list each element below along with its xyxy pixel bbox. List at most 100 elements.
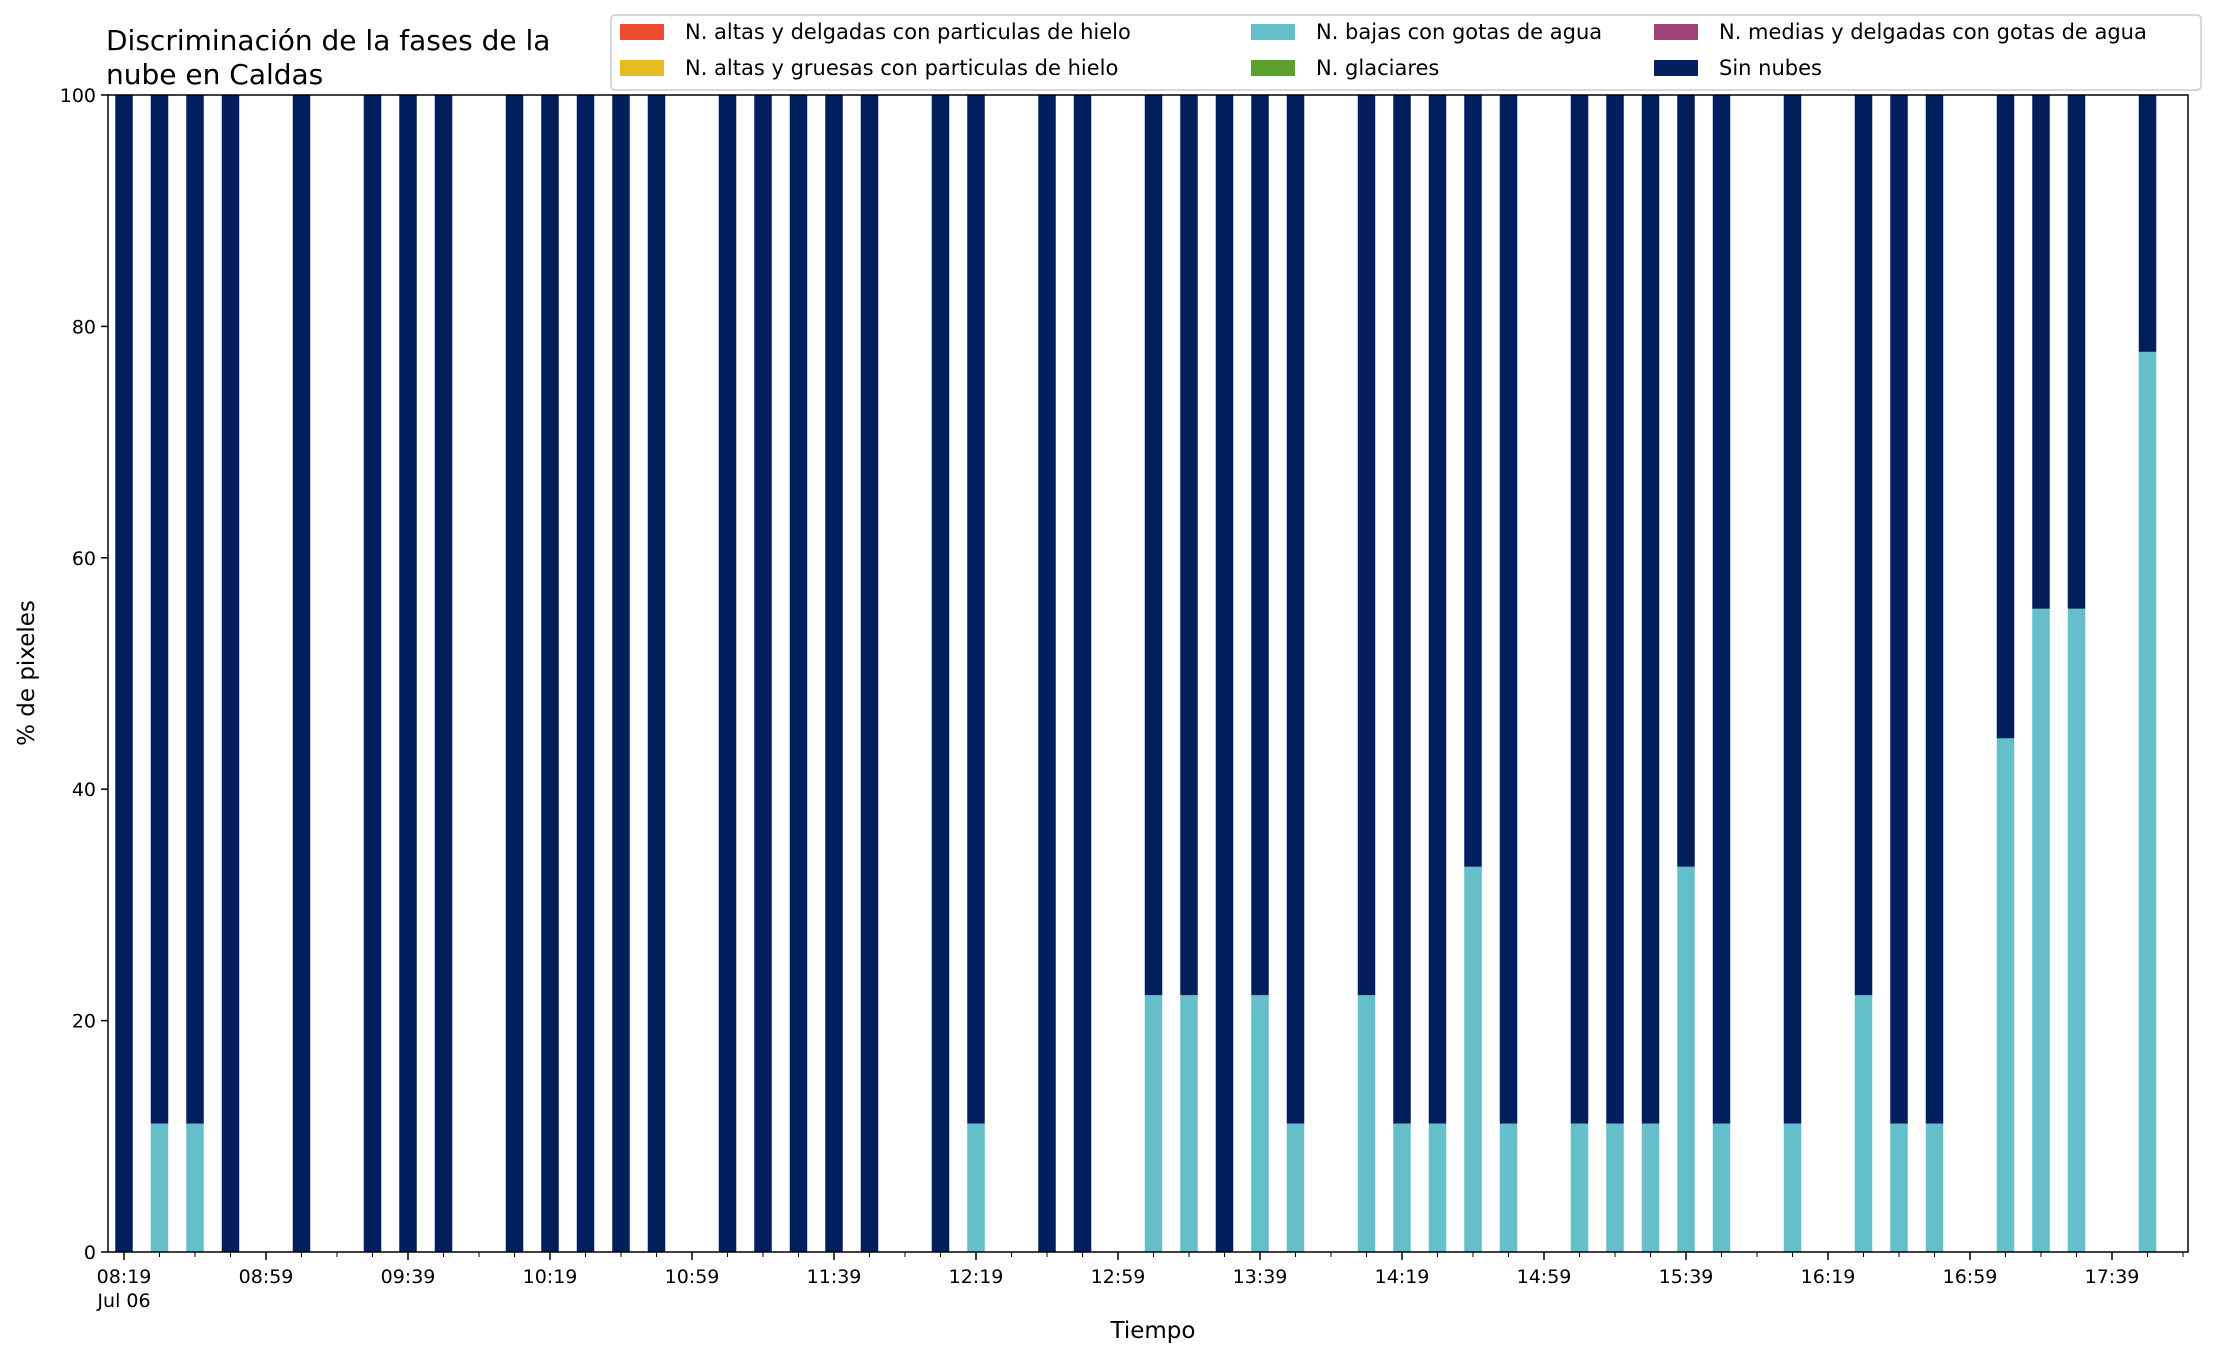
bar-segment-1419-s2 <box>1393 1123 1411 1252</box>
y-tick-label-60: 60 <box>72 548 96 570</box>
plot-frame <box>107 94 2189 1253</box>
bar-segment-1709-s2 <box>1996 738 2015 1252</box>
bar-segment-1409-s5 <box>1357 95 1376 996</box>
bar-segment-0829-s2 <box>150 1123 169 1252</box>
bar-segment-1629-s5 <box>1854 95 1873 996</box>
bar-segment-1729-s2 <box>2067 608 2086 1252</box>
y-tick-label-80: 80 <box>72 316 96 338</box>
bar-segment-1639-s2 <box>1890 1123 1908 1252</box>
legend-swatch-0 <box>620 24 664 40</box>
x-tick-label-1219: 12:19 <box>949 1266 1004 1288</box>
bar-segment-0929-s5 <box>363 95 382 1252</box>
bar-segment-1409-s2 <box>1357 995 1376 1252</box>
bar-segment-0909-s5 <box>292 95 311 1252</box>
bar-segment-0839-s2 <box>186 1123 204 1252</box>
bar-segment-1549-s5 <box>1712 95 1731 1124</box>
x-tick-label-1339: 13:39 <box>1233 1266 1288 1288</box>
bar-segment-1219-s2 <box>967 1123 985 1252</box>
legend-swatch-1 <box>620 60 664 76</box>
legend: N. altas y delgadas con particulas de hi… <box>610 14 2202 91</box>
y-tick-label-20: 20 <box>72 1011 96 1033</box>
x-tick-label-1459: 14:59 <box>1517 1266 1572 1288</box>
y-tick-label-40: 40 <box>72 779 96 801</box>
bar-segment-1119-s5 <box>754 95 772 1252</box>
bar-segment-1109-s5 <box>718 95 737 1252</box>
x-tick-label-0859: 08:59 <box>239 1266 294 1288</box>
bar-segment-1509-s2 <box>1570 1123 1589 1252</box>
bar-segment-1319-s2 <box>1180 995 1198 1252</box>
bar-segment-1439-s2 <box>1464 866 1482 1252</box>
bar-segment-1239-s5 <box>1038 95 1056 1252</box>
x-tick-label-1619: 16:19 <box>1801 1266 1856 1288</box>
bar-segment-1339-s2 <box>1251 995 1269 1252</box>
legend-label-1: N. altas y gruesas con particulas de hie… <box>685 56 1118 80</box>
chart-title-line-1: Discriminación de la fases de la <box>106 24 550 57</box>
bar-segment-1549-s2 <box>1712 1123 1731 1252</box>
bar-segment-1719-s5 <box>2032 95 2050 609</box>
bar-segment-1529-s2 <box>1641 1123 1660 1252</box>
legend-swatch-4 <box>1654 24 1698 40</box>
bars-layer <box>115 95 2157 1253</box>
legend-label-4: N. medias y delgadas con gotas de agua <box>1719 20 2147 44</box>
bar-segment-1529-s5 <box>1641 95 1660 1124</box>
bar-segment-1139-s5 <box>825 95 843 1252</box>
bar-segment-1349-s2 <box>1286 1123 1305 1252</box>
bar-segment-0939-s5 <box>399 95 417 1252</box>
bar-segment-1339-s5 <box>1251 95 1269 996</box>
y-tick-label-100: 100 <box>60 85 96 107</box>
x-tick-label-1059: 10:59 <box>665 1266 720 1288</box>
bar-segment-0819-s5 <box>115 95 133 1252</box>
bar-segment-1149-s5 <box>860 95 879 1252</box>
bar-segment-1649-s2 <box>1925 1123 1944 1252</box>
bar-segment-1439-s5 <box>1464 95 1482 867</box>
bar-segment-0949-s5 <box>434 95 453 1252</box>
bar-segment-1019-s5 <box>541 95 559 1252</box>
legend-box <box>610 14 2202 91</box>
bar-segment-1519-s5 <box>1606 95 1624 1124</box>
bar-segment-1429-s2 <box>1428 1123 1447 1252</box>
bar-segment-1639-s5 <box>1890 95 1908 1124</box>
bar-segment-1449-s2 <box>1499 1123 1518 1252</box>
bar-segment-1509-s5 <box>1570 95 1589 1124</box>
bar-segment-1429-s5 <box>1428 95 1447 1124</box>
legend-label-0: N. altas y delgadas con particulas de hi… <box>685 20 1131 44</box>
bar-segment-1709-s5 <box>1996 95 2015 739</box>
x-tick-label-0819: 08:19 <box>97 1266 152 1288</box>
y-axis-label: % de pixeles <box>14 600 40 746</box>
bar-segment-1219-s5 <box>967 95 985 1124</box>
bar-segment-1629-s2 <box>1854 995 1873 1252</box>
bar-segment-1029-s5 <box>576 95 595 1252</box>
legend-label-5: Sin nubes <box>1719 56 1822 80</box>
x-tick-label-1659: 16:59 <box>1943 1266 1998 1288</box>
legend-swatch-5 <box>1654 60 1698 76</box>
y-axis: 0 20 40 60 80 100 <box>60 85 108 1264</box>
bar-segment-0839-s5 <box>186 95 204 1124</box>
bar-segment-1449-s5 <box>1499 95 1518 1124</box>
bar-segment-1249-s5 <box>1073 95 1092 1252</box>
bar-segment-1749-s5 <box>2138 95 2157 352</box>
x-tick-date-label: Jul 06 <box>96 1290 150 1312</box>
x-axis-label: Tiempo <box>1110 1318 1196 1344</box>
bar-segment-1309-s5 <box>1144 95 1163 996</box>
bar-segment-1609-s2 <box>1783 1123 1802 1252</box>
bar-segment-1609-s5 <box>1783 95 1802 1124</box>
legend-swatch-2 <box>1251 24 1295 40</box>
x-tick-label-1539: 15:39 <box>1659 1266 1714 1288</box>
bar-segment-1049-s5 <box>647 95 666 1252</box>
legend-label-3: N. glaciares <box>1316 56 1439 80</box>
bar-segment-1649-s5 <box>1925 95 1944 1124</box>
bar-segment-0849-s5 <box>221 95 240 1252</box>
bar-segment-1129-s5 <box>789 95 808 1252</box>
legend-swatch-3 <box>1251 60 1295 76</box>
bar-segment-1419-s5 <box>1393 95 1411 1124</box>
bar-segment-1009-s5 <box>505 95 524 1252</box>
legend-label-2: N. bajas con gotas de agua <box>1316 20 1602 44</box>
x-tick-label-1019: 10:19 <box>523 1266 578 1288</box>
bar-segment-1209-s5 <box>931 95 950 1252</box>
chart-title-line-2: nube en Caldas <box>106 58 323 91</box>
bar-segment-1719-s2 <box>2032 608 2050 1252</box>
x-tick-label-0939: 09:39 <box>381 1266 436 1288</box>
